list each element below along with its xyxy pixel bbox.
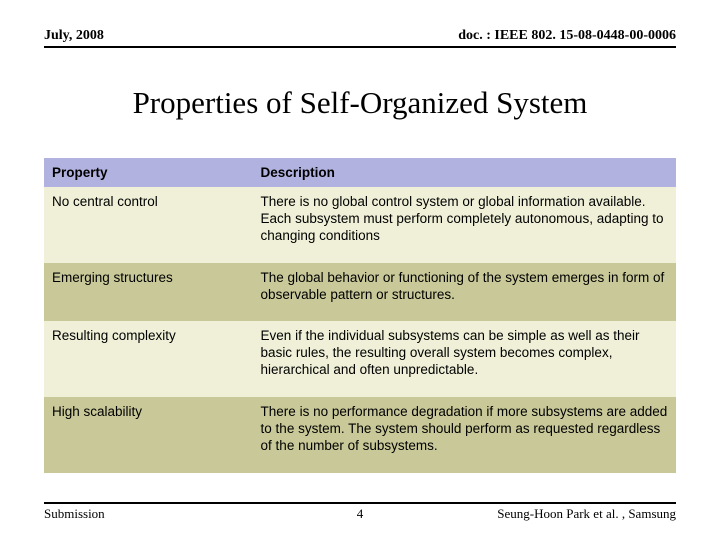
cell-description: There is no performance degradation if m… <box>253 397 676 473</box>
properties-table-wrap: Property Description No central control … <box>44 158 676 473</box>
properties-table: Property Description No central control … <box>44 158 676 473</box>
col-header-description: Description <box>253 158 676 187</box>
cell-description: Even if the individual subsystems can be… <box>253 321 676 397</box>
cell-description: The global behavior or functioning of th… <box>253 263 676 322</box>
table-row: Resulting complexity Even if the individ… <box>44 321 676 397</box>
header-date: July, 2008 <box>44 28 104 44</box>
table-row: No central control There is no global co… <box>44 187 676 263</box>
slide-header: July, 2008 doc. : IEEE 802. 15-08-0448-0… <box>44 28 676 48</box>
table-header-row: Property Description <box>44 158 676 187</box>
col-header-property: Property <box>44 158 253 187</box>
cell-property: Resulting complexity <box>44 321 253 397</box>
cell-property: No central control <box>44 187 253 263</box>
cell-property: High scalability <box>44 397 253 473</box>
slide-footer: Submission 4 Seung-Hoon Park et al. , Sa… <box>44 502 676 522</box>
cell-property: Emerging structures <box>44 263 253 322</box>
page-title: Properties of Self-Organized System <box>0 85 720 121</box>
header-docid: doc. : IEEE 802. 15-08-0448-00-0006 <box>458 28 676 44</box>
footer-page-number: 4 <box>357 506 364 522</box>
cell-description: There is no global control system or glo… <box>253 187 676 263</box>
table-row: High scalability There is no performance… <box>44 397 676 473</box>
footer-right: Seung-Hoon Park et al. , Samsung <box>497 506 676 522</box>
table-row: Emerging structures The global behavior … <box>44 263 676 322</box>
footer-left: Submission <box>44 506 105 522</box>
